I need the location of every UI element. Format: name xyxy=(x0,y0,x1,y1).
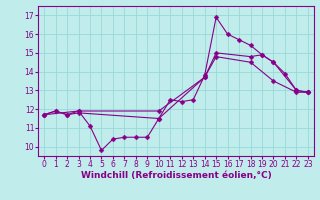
X-axis label: Windchill (Refroidissement éolien,°C): Windchill (Refroidissement éolien,°C) xyxy=(81,171,271,180)
